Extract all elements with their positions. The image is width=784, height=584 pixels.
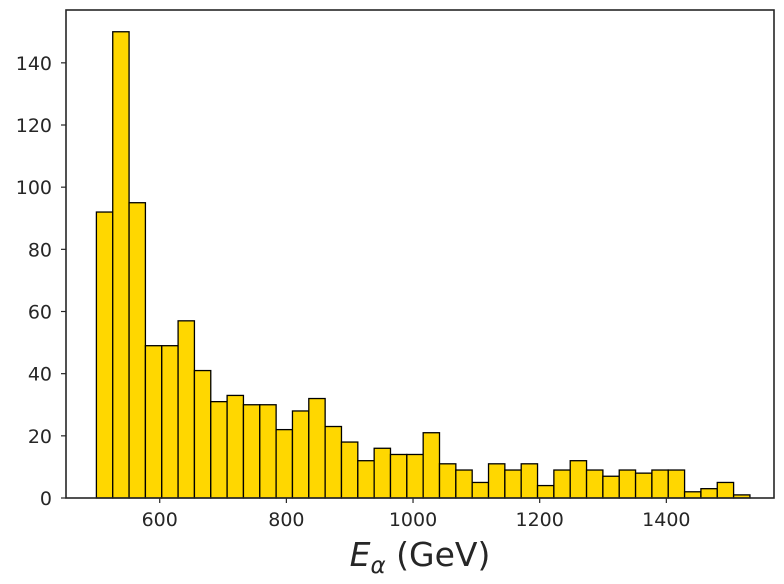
histogram-bar	[177, 320, 196, 499]
histogram-bar	[618, 469, 637, 499]
histogram-bar	[291, 410, 310, 499]
histogram-bar	[406, 453, 424, 499]
histogram-bar	[683, 491, 702, 499]
histogram-bar	[569, 460, 588, 499]
histogram-bar	[504, 469, 522, 499]
histogram-bar	[193, 369, 212, 499]
y-tick-label: 60	[28, 302, 52, 324]
histogram-bar	[422, 432, 441, 499]
x-tick-label: 600	[142, 509, 178, 531]
histogram-bar	[275, 428, 294, 499]
histogram-bar	[308, 397, 326, 499]
bars-group	[95, 31, 751, 499]
y-tick-label: 80	[28, 239, 52, 261]
histogram-bar	[438, 463, 457, 499]
histogram-bar	[634, 472, 653, 499]
y-tick-label: 0	[40, 488, 52, 510]
y-tick-label: 120	[16, 115, 52, 137]
histogram-bar	[585, 469, 604, 499]
histogram-bar	[602, 475, 620, 499]
x-tick-label: 800	[268, 509, 304, 531]
histogram-bar	[112, 31, 130, 499]
x-axis-label: Eα (GeV)	[350, 535, 491, 579]
histogram-bar	[357, 460, 375, 499]
histogram-bar	[716, 481, 735, 499]
histogram-bar	[259, 404, 277, 499]
x-tick-label: 1400	[642, 509, 690, 531]
histogram-bar	[520, 463, 539, 499]
x-tick-label: 1000	[389, 509, 437, 531]
histogram-bar	[700, 488, 718, 499]
histogram-bar	[128, 202, 147, 499]
y-tick-label: 140	[16, 53, 52, 75]
y-tick-label: 100	[16, 177, 52, 199]
histogram-bar	[455, 469, 473, 499]
x-axis-label-sub: α	[370, 553, 385, 579]
x-tick-label: 1200	[516, 509, 564, 531]
histogram-bar	[340, 441, 359, 499]
plot-frame	[65, 9, 775, 499]
histogram-bar	[95, 211, 114, 499]
histogram-bar	[242, 404, 261, 499]
histogram-bar	[389, 453, 408, 499]
x-axis-label-main: E	[350, 535, 371, 574]
histogram-bar	[471, 481, 490, 499]
y-tick-label: 20	[28, 426, 52, 448]
histogram-bar	[226, 394, 245, 499]
histogram-bar	[161, 345, 179, 499]
x-axis-ticks: 600 800 1000 1200 1400	[142, 498, 691, 531]
histogram-bar	[487, 463, 506, 499]
histogram-bar	[553, 469, 571, 499]
histogram-bar	[651, 469, 669, 499]
histogram-bar	[667, 469, 686, 499]
histogram-bar	[536, 484, 555, 499]
histogram-bar	[373, 447, 392, 499]
histogram-bar	[144, 345, 163, 499]
histogram-bar	[210, 400, 228, 499]
x-axis-label-unit: (GeV)	[386, 535, 491, 574]
y-axis-ticks: 0 20 40 60 80 100 120 140	[16, 53, 66, 510]
histogram-bar	[324, 425, 343, 499]
y-tick-label: 40	[28, 364, 52, 386]
